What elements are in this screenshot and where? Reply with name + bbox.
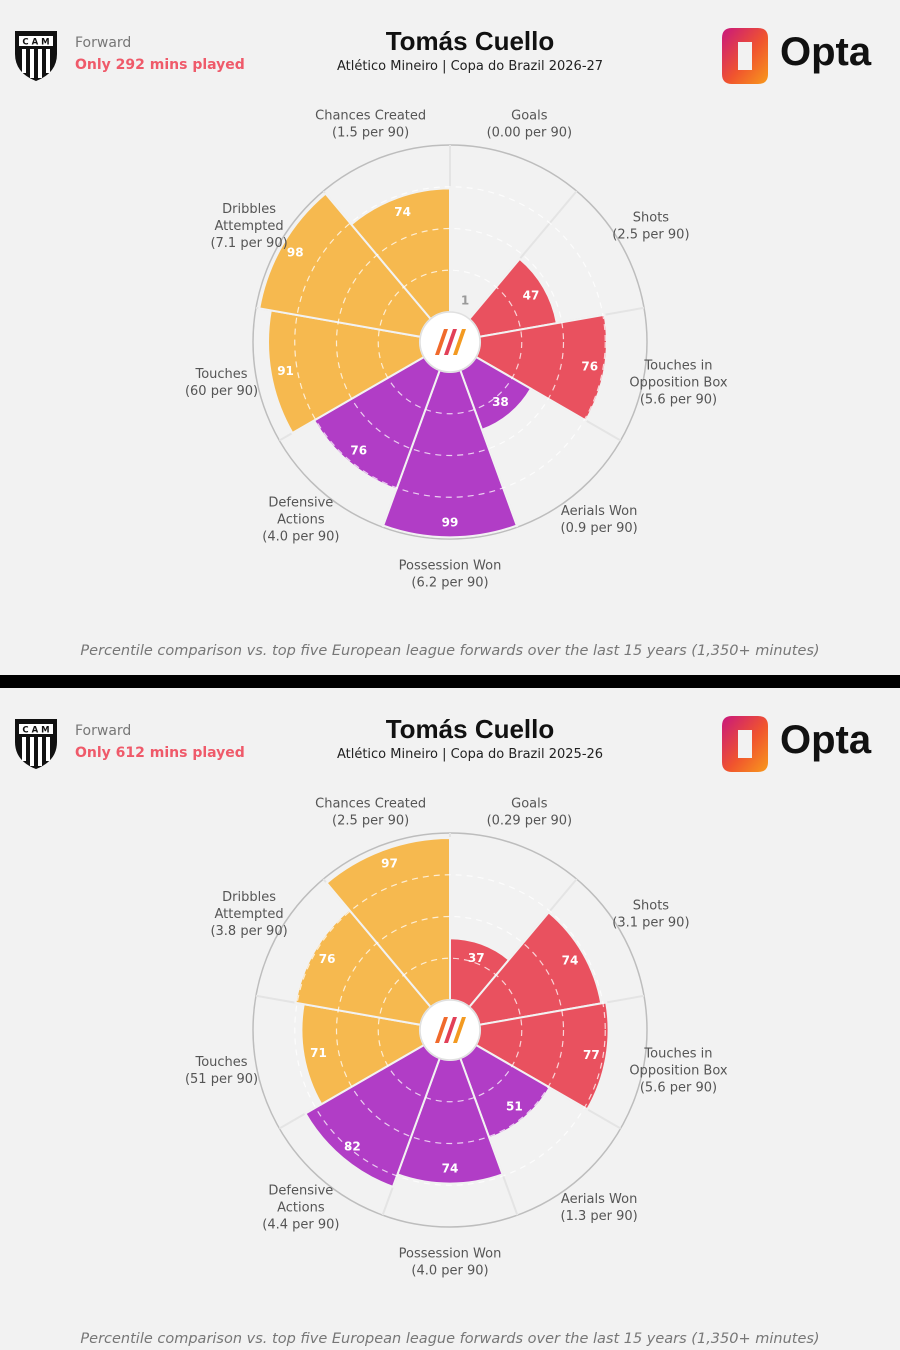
- category-rate-label: (1.5 per 90): [332, 125, 409, 140]
- value-label: 76: [319, 952, 336, 966]
- category-rate-label: (4.0 per 90): [262, 530, 339, 545]
- category-rate-label: (7.1 per 90): [210, 236, 287, 251]
- value-label: 1: [461, 294, 469, 308]
- opta-logo: Opta: [718, 26, 878, 88]
- minutes-played: Only 612 mins played: [75, 745, 245, 761]
- player-position: Forward: [75, 35, 132, 51]
- reference-ring-75: [294, 874, 606, 1186]
- category-label: Shots: [633, 899, 670, 914]
- value-label: 74: [562, 954, 579, 968]
- team-competition: Atlético Mineiro | Copa do Brazil 2026-2…: [336, 59, 604, 74]
- opta-logo-icon: [722, 28, 768, 84]
- category-rate-label: (2.5 per 90): [332, 813, 409, 828]
- category-rate-label: (4.0 per 90): [411, 1264, 488, 1279]
- value-label: 74: [442, 1162, 459, 1176]
- reference-ring-25: [377, 957, 523, 1103]
- category-rate-label: (0.29 per 90): [487, 813, 573, 828]
- category-rate-label: (0.00 per 90): [487, 125, 573, 140]
- chart-footnote: Percentile comparison vs. top five Europ…: [80, 1331, 820, 1347]
- value-label: 77: [583, 1048, 600, 1062]
- minutes-played: Only 292 mins played: [75, 57, 245, 73]
- category-label: Dribbles Attempted: [215, 890, 284, 922]
- opta-logo: Opta: [718, 714, 878, 776]
- category-label: Goals: [511, 796, 548, 811]
- opta-mark-icon: [435, 1017, 466, 1043]
- category-rate-label: (3.8 per 90): [210, 924, 287, 939]
- category-label: Chances Created: [315, 796, 426, 811]
- team-competition: Atlético Mineiro | Copa do Brazil 2025-2…: [336, 747, 604, 762]
- radar-panel: C A M Forward Only 292 mins played Tomás…: [15, 26, 878, 659]
- value-label: 97: [381, 857, 398, 871]
- category-rate-label: (60 per 90): [185, 384, 258, 399]
- reference-ring-25: [377, 269, 523, 415]
- category-rate-label: (5.6 per 90): [640, 392, 717, 407]
- value-label: 76: [581, 360, 598, 374]
- value-label: 47: [523, 288, 540, 302]
- percentile-radar-chart: 37 74 77 51 74 82 71 76 97 Goals (0.29 per 90) Shot…: [185, 796, 728, 1279]
- category-rate-label: (2.5 per 90): [612, 228, 689, 243]
- player-name: Tomás Cuello: [385, 26, 555, 56]
- category-label: Dribbles Attempted: [215, 202, 284, 234]
- category-label: Possession Won: [399, 1247, 502, 1262]
- value-label: 37: [468, 951, 485, 965]
- reference-ring-50: [335, 915, 565, 1145]
- category-label: Touches in Opposition Box: [629, 1046, 728, 1078]
- value-label: 91: [277, 364, 294, 378]
- value-label: 74: [394, 205, 411, 219]
- category-label: Touches in Opposition Box: [629, 358, 728, 390]
- percentile-radar-chart: 1 47 76 38 99 76 91 98 74 Goals (0.00 per 90) Shots…: [185, 108, 728, 591]
- category-label: Touches: [194, 367, 247, 382]
- reference-ring-75: [294, 186, 606, 498]
- category-label: Aerials Won: [561, 1192, 637, 1207]
- category-rate-label: (6.2 per 90): [411, 576, 488, 591]
- category-rate-label: (1.3 per 90): [561, 1209, 638, 1224]
- opta-logo-icon: [722, 716, 768, 772]
- category-rate-label: (3.1 per 90): [612, 916, 689, 931]
- player-name: Tomás Cuello: [385, 714, 555, 744]
- value-label: 76: [350, 444, 367, 458]
- category-label: Chances Created: [315, 108, 426, 123]
- category-label: Shots: [633, 211, 670, 226]
- opta-mark-icon: [435, 329, 466, 355]
- category-label: Defensive Actions: [268, 1184, 333, 1216]
- category-label: Defensive Actions: [268, 496, 333, 528]
- value-label: 38: [492, 395, 509, 409]
- value-label: 71: [310, 1046, 327, 1060]
- reference-ring-50: [335, 227, 565, 457]
- player-position: Forward: [75, 723, 132, 739]
- category-rate-label: (4.4 per 90): [262, 1218, 339, 1233]
- opta-logo-text: Opta: [780, 718, 872, 762]
- value-label: 82: [344, 1139, 361, 1153]
- category-rate-label: (5.6 per 90): [640, 1080, 717, 1095]
- value-label: 98: [287, 246, 304, 260]
- category-rate-label: (51 per 90): [185, 1072, 258, 1087]
- svg-text:C A M: C A M: [22, 726, 49, 736]
- svg-text:C A M: C A M: [22, 38, 49, 48]
- club-crest-icon: C A M: [15, 31, 57, 82]
- panel-divider: [0, 675, 900, 688]
- category-label: Touches: [194, 1055, 247, 1070]
- category-label: Aerials Won: [561, 504, 637, 519]
- value-label: 51: [506, 1100, 523, 1114]
- radar-panel: C A M Forward Only 612 mins played Tomás…: [0, 688, 900, 1350]
- opta-logo-text: Opta: [780, 30, 872, 74]
- value-label: 99: [442, 515, 459, 529]
- chart-footnote: Percentile comparison vs. top five Europ…: [80, 643, 820, 659]
- category-label: Possession Won: [399, 559, 502, 574]
- club-crest-icon: C A M: [15, 719, 57, 770]
- category-rate-label: (0.9 per 90): [561, 521, 638, 536]
- category-label: Goals: [511, 108, 548, 123]
